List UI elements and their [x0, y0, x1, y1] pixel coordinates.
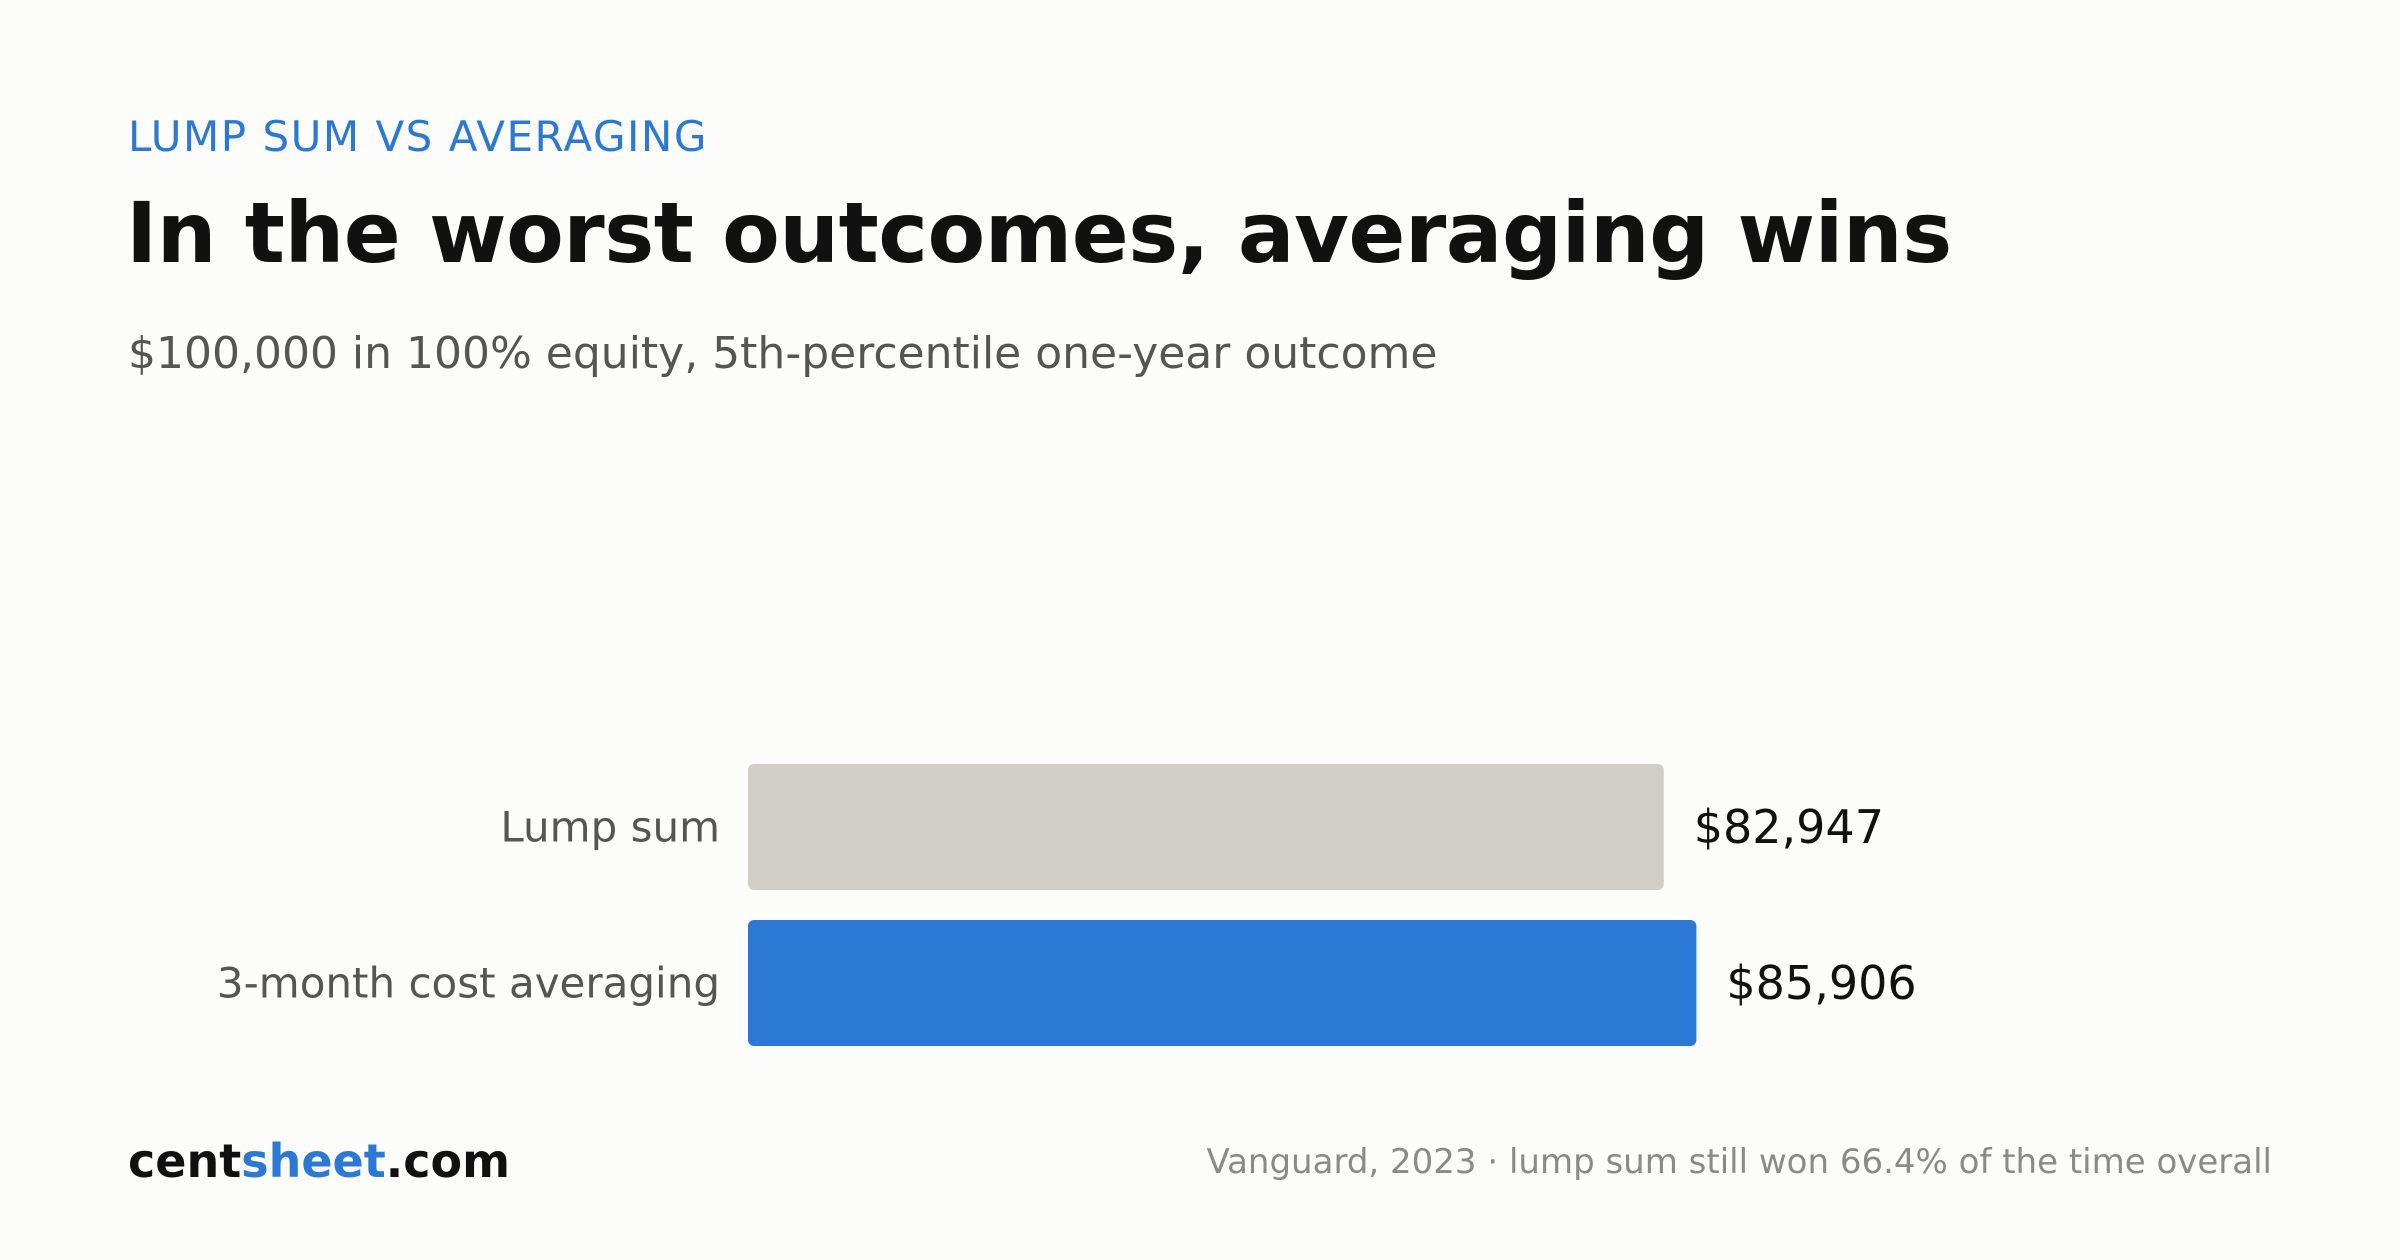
- brand-prefix: cent: [128, 1134, 242, 1188]
- value-label-0: $82,947: [1694, 800, 1884, 854]
- brand-logo: centsheet.com: [128, 1134, 510, 1188]
- chart-subtitle: $100,000 in 100% equity, 5th-percentile …: [128, 328, 1438, 379]
- brand-accent: sheet: [241, 1134, 386, 1188]
- chart-title: In the worst outcomes, averaging wins: [126, 184, 1952, 282]
- value-label-1: $85,906: [1726, 956, 1916, 1010]
- brand-suffix: .com: [385, 1134, 510, 1188]
- category-label-1: 3-month cost averaging: [217, 959, 720, 1008]
- bar-0: [748, 764, 1664, 890]
- bar-1: [748, 920, 1697, 1046]
- eyebrow-label: LUMP SUM VS AVERAGING: [128, 112, 708, 161]
- source-note: Vanguard, 2023 · lump sum still won 66.4…: [1206, 1142, 2272, 1182]
- category-label-0: Lump sum: [500, 803, 720, 852]
